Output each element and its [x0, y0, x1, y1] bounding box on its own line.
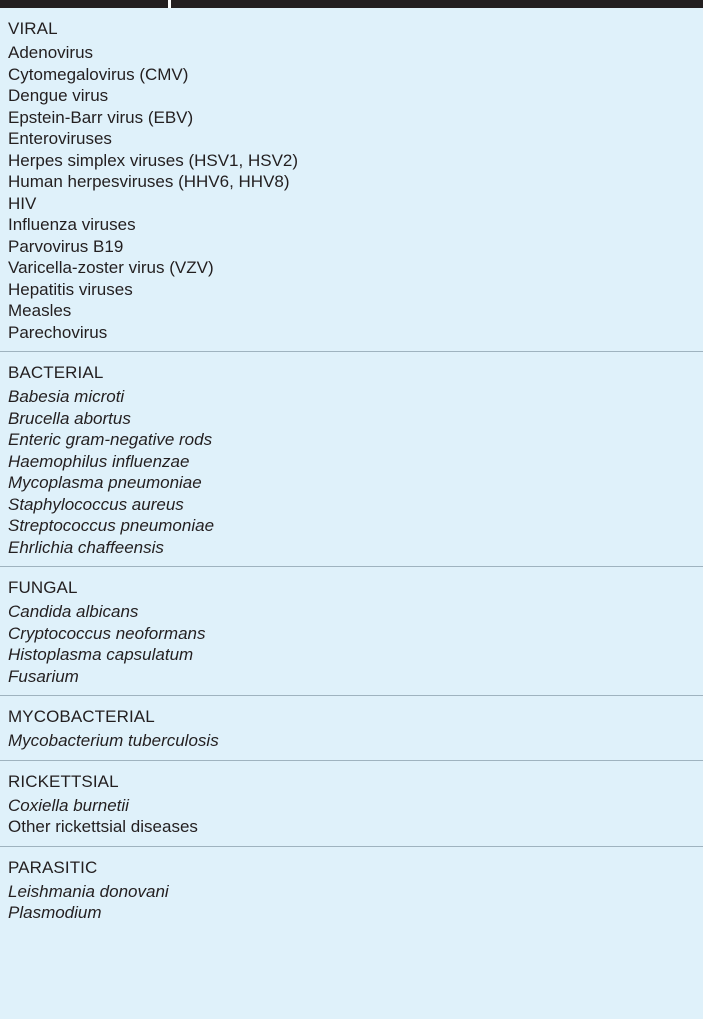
category-section-viral: VIRAL Adenovirus Cytomegalovirus (CMV) Deng… [0, 8, 703, 352]
pathogen-item: Cytomegalovirus (CMV) [8, 64, 189, 84]
pathogen-item: Hepatitis viruses [8, 279, 133, 299]
pathogen-item: Mycobacterium tuberculosis [8, 731, 219, 750]
column-divider [168, 0, 171, 8]
category-section-parasitic: PARASITIC Leishmania donovani Plasmodium [0, 847, 703, 932]
pathogen-item: Leishmania donovani [8, 881, 169, 901]
pathogen-item: Enteroviruses [8, 129, 112, 148]
category-heading: BACTERIAL [8, 363, 104, 382]
pathogen-item: Adenovirus [8, 43, 94, 62]
category-section-bacterial: BACTERIAL Babesia microti Brucella abortus… [0, 352, 703, 567]
pathogen-item: Dengue virus [8, 86, 109, 105]
pathogen-item: Mycoplasma pneumoniae [8, 473, 202, 492]
category-heading: VIRAL [8, 19, 58, 38]
pathogen-item: Cryptococcus neoformans [8, 623, 206, 643]
pathogen-item: Varicella-zoster virus (VZV) [8, 258, 214, 277]
pathogen-list: Babesia microti Brucella abortus Enteric g… [8, 386, 695, 558]
pathogen-item: Epstein-Barr virus (EBV) [8, 107, 194, 127]
pathogen-item: Haemophilus influenzae [8, 451, 190, 471]
pathogen-item: Candida albicans [8, 602, 139, 621]
pathogen-item: Herpes simplex viruses (HSV1, HSV2) [8, 150, 299, 170]
pathogen-item: Streptococcus pneumoniae [8, 516, 215, 535]
category-heading: RICKETTSIAL [8, 771, 119, 791]
category-heading: MYCOBACTERIAL [8, 707, 155, 726]
pathogen-item: Fusarium [8, 666, 79, 686]
pathogen-item: Human herpesviruses (HHV6, HHV8) [8, 172, 290, 191]
category-section-rickettsial: RICKETTSIAL Coxiella burnetii Other ricket… [0, 761, 703, 847]
table-header-bar [0, 0, 703, 8]
category-section-fungal: FUNGAL Candida albicans Cryptococcus neofo… [0, 567, 703, 696]
pathogen-item: Parechovirus [8, 322, 108, 342]
pathogen-list: Mycobacterium tuberculosis [8, 730, 695, 752]
pathogen-item: Enteric gram-negative rods [8, 430, 213, 449]
pathogen-item: Coxiella burnetii [8, 795, 129, 815]
infectious-causes-table: VIRAL Adenovirus Cytomegalovirus (CMV) Deng… [0, 8, 703, 932]
pathogen-list: Leishmania donovani Plasmodium [8, 881, 695, 924]
pathogen-item: Brucella abortus [8, 408, 131, 428]
pathogen-item: HIV [8, 193, 37, 213]
pathogen-item: Influenza viruses [8, 215, 136, 234]
pathogen-item: Babesia microti [8, 387, 125, 406]
category-heading: FUNGAL [8, 578, 78, 597]
pathogen-item: Parvovirus B19 [8, 236, 124, 256]
pathogen-item: Staphylococcus aureus [8, 494, 184, 514]
pathogen-item: Measles [8, 301, 72, 320]
pathogen-item: Histoplasma capsulatum [8, 645, 194, 664]
pathogen-list: Candida albicans Cryptococcus neoformans H… [8, 601, 695, 687]
category-section-mycobacterial: MYCOBACTERIAL Mycobacterium tuberculosis [0, 696, 703, 761]
category-heading: PARASITIC [8, 857, 98, 877]
pathogen-list: Coxiella burnetii Other rickettsial disea… [8, 795, 695, 838]
pathogen-item: Plasmodium [8, 903, 102, 922]
pathogen-item: Other rickettsial diseases [8, 817, 198, 836]
pathogen-list: Adenovirus Cytomegalovirus (CMV) Dengue vi… [8, 42, 695, 343]
pathogen-item: Ehrlichia chaffeensis [8, 537, 164, 557]
